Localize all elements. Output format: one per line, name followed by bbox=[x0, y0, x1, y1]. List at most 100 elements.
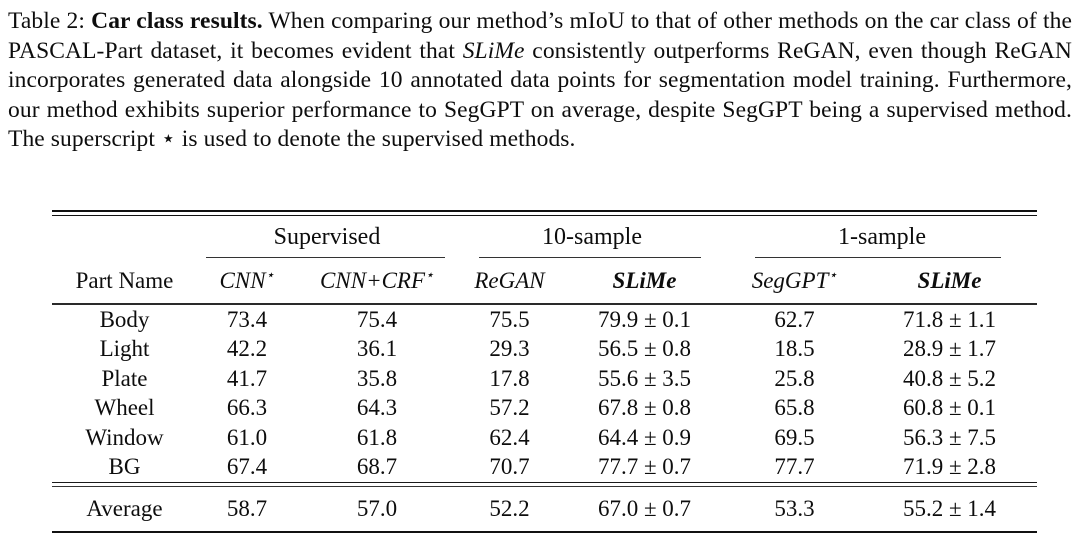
column-header-seggpt: SegGPT⋆ bbox=[727, 258, 862, 303]
value-cell: 71.9 ± 2.8 bbox=[902, 454, 997, 480]
group-header-row: Supervised 10-sample 1-sample bbox=[52, 216, 1037, 258]
value-cell: 79.9 ± 0.1 bbox=[597, 306, 692, 332]
column-header-row: Part Name CNN⋆ CNN+CRF⋆ ReGAN SLiMe SegGPT⋆ SL… bbox=[52, 258, 1037, 303]
column-header-label: ReGAN bbox=[474, 267, 545, 293]
caption-segment: When comparing our method’s mIoU to that… bbox=[8, 8, 1072, 64]
table-row-wheel: Wheel 66.3 64.3 57.2 67.8 ± 0.8 65.8 60.8 ± 0.… bbox=[52, 394, 1037, 424]
part-name-cell: Light bbox=[99, 336, 150, 362]
value-cell: 41.7 bbox=[226, 365, 268, 391]
value-cell: 77.7 ± 0.7 bbox=[597, 454, 692, 480]
value-cell: 52.2 bbox=[489, 496, 530, 521]
value-cell: 17.8 bbox=[489, 365, 530, 391]
value-cell: 57.2 bbox=[489, 395, 530, 421]
column-header-label: Part Name bbox=[75, 267, 174, 293]
value-cell: 35.8 bbox=[356, 365, 398, 391]
value-cell: 67.0 ± 0.7 bbox=[597, 496, 692, 521]
value-cell: 55.6 ± 3.5 bbox=[597, 365, 692, 391]
value-cell: 77.7 bbox=[774, 454, 815, 480]
results-table: Supervised 10-sample 1-sample Part Name CNN⋆… bbox=[52, 210, 1037, 536]
group-header-label: 1-sample bbox=[838, 223, 926, 250]
value-cell: 62.4 bbox=[489, 424, 530, 450]
cmidrule bbox=[755, 256, 1001, 258]
column-header-regan: ReGAN bbox=[457, 258, 562, 303]
value-cell: 67.8 ± 0.8 bbox=[597, 395, 692, 421]
caption-segment: consistently outperforms ReGAN, even tho… bbox=[8, 37, 1072, 153]
value-cell: 70.7 bbox=[489, 454, 530, 480]
value-cell: 53.3 bbox=[774, 496, 815, 521]
caption-segment: Table 2: bbox=[8, 8, 92, 34]
cmidrule bbox=[206, 256, 445, 258]
value-cell: 62.7 bbox=[774, 306, 815, 332]
column-header-cnn-crf: CNN+CRF⋆ bbox=[297, 258, 457, 303]
value-cell: 75.4 bbox=[356, 306, 398, 332]
part-name-cell: BG bbox=[108, 454, 141, 480]
column-header-label: SLiMe bbox=[917, 267, 982, 293]
column-header-part-name: Part Name bbox=[52, 258, 197, 303]
value-cell: 36.1 bbox=[356, 336, 398, 362]
group-header-supervised: Supervised bbox=[197, 216, 457, 258]
value-cell: 56.5 ± 0.8 bbox=[597, 336, 692, 362]
value-cell: 69.5 bbox=[774, 424, 815, 450]
value-cell: 29.3 bbox=[489, 336, 530, 362]
value-cell: 61.8 bbox=[356, 424, 398, 450]
value-cell: 57.0 bbox=[356, 496, 398, 521]
bottom-rule-line bbox=[52, 531, 1037, 536]
column-header-label: CNN bbox=[219, 267, 266, 293]
column-header-label: SegGPT bbox=[751, 267, 829, 293]
value-cell: 75.5 bbox=[489, 306, 530, 332]
table-row-bg: BG 67.4 68.7 70.7 77.7 ± 0.7 77.7 71.9 ± 2.8 bbox=[52, 453, 1037, 483]
table-row-body: Body 73.4 75.4 75.5 79.9 ± 0.1 62.7 71.8 ± 1.1 bbox=[52, 305, 1037, 335]
cmidrule bbox=[479, 256, 701, 258]
column-header-cnn: CNN⋆ bbox=[197, 258, 297, 303]
supervised-star-marker: ⋆ bbox=[265, 266, 275, 283]
group-header-label: 10-sample bbox=[542, 223, 642, 250]
group-header-10-sample: 10-sample bbox=[457, 216, 727, 258]
value-cell: 56.3 ± 7.5 bbox=[902, 424, 997, 450]
value-cell: 64.3 bbox=[356, 395, 398, 421]
value-cell: 28.9 ± 1.7 bbox=[902, 336, 997, 362]
part-name-cell: Wheel bbox=[94, 395, 155, 421]
value-cell: 67.4 bbox=[226, 454, 268, 480]
top-rule bbox=[52, 210, 1037, 216]
top-rule-line bbox=[52, 210, 1037, 216]
part-name-cell: Average bbox=[86, 496, 163, 521]
group-header-1-sample: 1-sample bbox=[727, 216, 1037, 258]
value-cell: 40.8 ± 5.2 bbox=[902, 365, 997, 391]
value-cell: 25.8 bbox=[774, 365, 815, 391]
part-name-cell: Body bbox=[99, 306, 150, 332]
value-cell: 42.2 bbox=[226, 336, 268, 362]
value-cell: 73.4 bbox=[226, 306, 268, 332]
part-name-cell: Window bbox=[85, 424, 164, 450]
header-rule bbox=[52, 303, 1037, 305]
value-cell: 68.7 bbox=[356, 454, 398, 480]
table-row-light: Light 42.2 36.1 29.3 56.5 ± 0.8 18.5 28.9 ± 1.… bbox=[52, 335, 1037, 365]
value-cell: 64.4 ± 0.9 bbox=[597, 424, 692, 450]
part-name-cell: Plate bbox=[101, 365, 148, 391]
column-header-label: CNN+CRF bbox=[320, 267, 426, 293]
value-cell: 55.2 ± 1.4 bbox=[902, 496, 997, 521]
supervised-star-marker: ⋆ bbox=[828, 266, 838, 283]
table-row-plate: Plate 41.7 35.8 17.8 55.6 ± 3.5 25.8 40.8 ± 5.… bbox=[52, 364, 1037, 394]
supervised-star-marker: ⋆ bbox=[425, 266, 434, 283]
group-header-label: Supervised bbox=[273, 223, 381, 250]
caption-segment: Car class results. bbox=[91, 8, 263, 34]
value-cell: 60.8 ± 0.1 bbox=[902, 395, 997, 421]
table-caption: Table 2: Car class results. When compari… bbox=[8, 7, 1072, 155]
value-cell: 18.5 bbox=[774, 336, 815, 362]
pre-average-rule bbox=[52, 482, 1037, 487]
column-header-slime: SLiMe bbox=[562, 258, 727, 303]
group-header-spacer bbox=[52, 216, 197, 258]
column-header-label: SLiMe bbox=[612, 267, 677, 293]
column-header-slime: SLiMe bbox=[862, 258, 1037, 303]
value-cell: 61.0 bbox=[226, 424, 268, 450]
value-cell: 71.8 ± 1.1 bbox=[902, 306, 997, 332]
bottom-rule bbox=[52, 531, 1037, 536]
value-cell: 66.3 bbox=[226, 395, 268, 421]
table-row-average: Average 58.7 57.0 52.2 67.0 ± 0.7 53.3 55.2 ± … bbox=[52, 487, 1037, 531]
results-table-wrap: Supervised 10-sample 1-sample Part Name CNN⋆… bbox=[52, 210, 1037, 536]
results-table-body: Supervised 10-sample 1-sample Part Name CNN⋆… bbox=[52, 210, 1037, 536]
value-cell: 58.7 bbox=[226, 496, 268, 521]
pre-average-rule-line bbox=[52, 482, 1037, 487]
paper-page: Table 2: Car class results. When compari… bbox=[0, 7, 1080, 536]
caption-segment: SLiMe bbox=[462, 37, 525, 64]
